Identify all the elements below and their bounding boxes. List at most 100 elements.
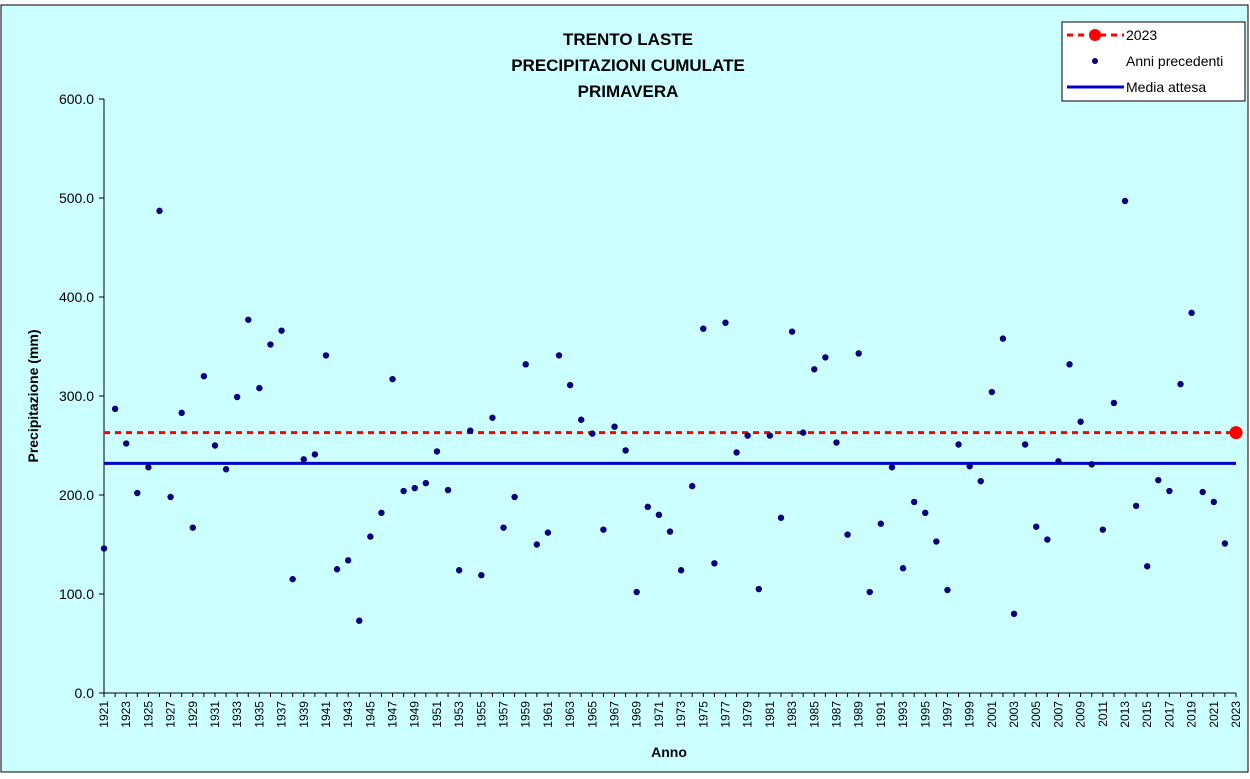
point-1940 [311, 451, 319, 458]
point-1991 [877, 520, 885, 527]
y-tick-label: 100.0 [59, 586, 94, 602]
point-1944 [356, 617, 363, 624]
point-1978 [733, 449, 740, 456]
point-2017 [1166, 487, 1173, 495]
point-1935 [256, 384, 263, 392]
x-tick-label: 1951 [430, 701, 444, 728]
legend-2023-label: 2023 [1126, 27, 1157, 43]
x-tick-label: 1983 [785, 701, 799, 728]
point-1980 [755, 585, 762, 593]
point-2001 [988, 388, 996, 396]
point-1922 [111, 405, 119, 413]
reference-lines [104, 431, 1236, 465]
x-tick-label: 1941 [319, 701, 333, 728]
x-tick-label: 1957 [497, 701, 511, 728]
point-1994 [910, 498, 918, 506]
data-points [100, 197, 1243, 624]
point-1950 [422, 479, 430, 487]
x-tick-label: 1969 [630, 701, 644, 728]
point-2005 [1033, 523, 1040, 530]
x-tick-label: 1991 [874, 701, 888, 728]
point-1985 [811, 366, 818, 373]
point-2004 [1021, 441, 1029, 448]
x-tick-label: 1959 [519, 701, 533, 728]
point-2015 [1144, 563, 1151, 570]
point-1958 [511, 493, 518, 501]
point-1951 [433, 448, 441, 455]
point-1927 [167, 493, 174, 501]
point-1941 [322, 352, 330, 359]
point-1961 [544, 529, 552, 536]
x-tick-label: 1995 [918, 701, 932, 728]
point-1925 [145, 464, 152, 471]
x-tick-label: 2013 [1118, 701, 1132, 728]
legend: 2023 Anni precedenti Media attesa [1061, 21, 1246, 102]
point-1930 [200, 373, 208, 380]
point-1969 [633, 588, 640, 596]
x-tick-label: 1925 [141, 701, 155, 728]
point-2023 [1229, 426, 1243, 440]
x-tick-label: 1987 [829, 701, 843, 728]
point-1959 [522, 361, 529, 368]
point-2006 [1044, 536, 1051, 543]
point-1996 [933, 538, 940, 545]
point-1997 [944, 586, 951, 594]
x-tick-label: 1937 [275, 701, 289, 728]
point-1965 [589, 430, 596, 437]
x-tick-label: 2003 [1007, 701, 1021, 728]
point-1953 [455, 567, 463, 574]
point-1989 [855, 350, 862, 357]
point-1970 [644, 503, 652, 511]
x-tick-label: 1943 [341, 701, 355, 728]
point-1937 [278, 327, 285, 334]
legend-2023-marker [1089, 29, 1101, 41]
point-2019 [1188, 309, 1195, 317]
point-1986 [822, 354, 829, 361]
x-tick-label: 1953 [452, 701, 466, 728]
point-1934 [245, 316, 252, 323]
x-tick-label: 1975 [696, 701, 710, 728]
point-1967 [611, 423, 618, 430]
point-2016 [1155, 476, 1162, 484]
point-1998 [955, 441, 962, 448]
point-1954 [467, 427, 474, 434]
point-1964 [578, 416, 585, 423]
title-line-2: PRECIPITAZIONI CUMULATE [511, 56, 745, 75]
point-1982 [777, 514, 785, 521]
point-1974 [688, 482, 696, 490]
y-tick-label: 600.0 [59, 91, 94, 107]
y-axis-label: Precipitazione (mm) [25, 329, 41, 462]
point-1926 [156, 207, 163, 215]
x-tick-label: 1939 [297, 701, 311, 728]
title-line-3: PRIMAVERA [578, 82, 679, 101]
point-1938 [289, 575, 296, 583]
y-ticks: 0.0 100.0 200.0 300.0 400.0 500.0 600.0 [59, 91, 104, 701]
x-tick-label: 1945 [363, 701, 377, 728]
point-2013 [1121, 197, 1129, 205]
y-tick-label: 400.0 [59, 289, 94, 305]
point-1979 [744, 432, 751, 439]
x-tick-label: 2007 [1051, 701, 1065, 728]
point-2007 [1055, 458, 1062, 465]
point-2012 [1110, 399, 1118, 407]
y-tick-label: 200.0 [59, 487, 94, 503]
x-tick-label: 1933 [230, 701, 244, 728]
point-1977 [722, 319, 729, 326]
point-1962 [555, 352, 563, 359]
point-2018 [1177, 380, 1184, 388]
point-1928 [178, 409, 185, 417]
point-1972 [666, 528, 674, 535]
point-2008 [1066, 361, 1073, 368]
point-1971 [655, 511, 663, 518]
point-1943 [344, 557, 352, 564]
point-1955 [478, 571, 485, 579]
point-2010 [1088, 461, 1095, 468]
point-2000 [977, 477, 984, 485]
point-1995 [922, 509, 929, 517]
point-1933 [233, 393, 241, 401]
y-tick-label: 500.0 [59, 190, 94, 206]
point-2009 [1077, 418, 1084, 425]
point-2020 [1199, 488, 1206, 496]
